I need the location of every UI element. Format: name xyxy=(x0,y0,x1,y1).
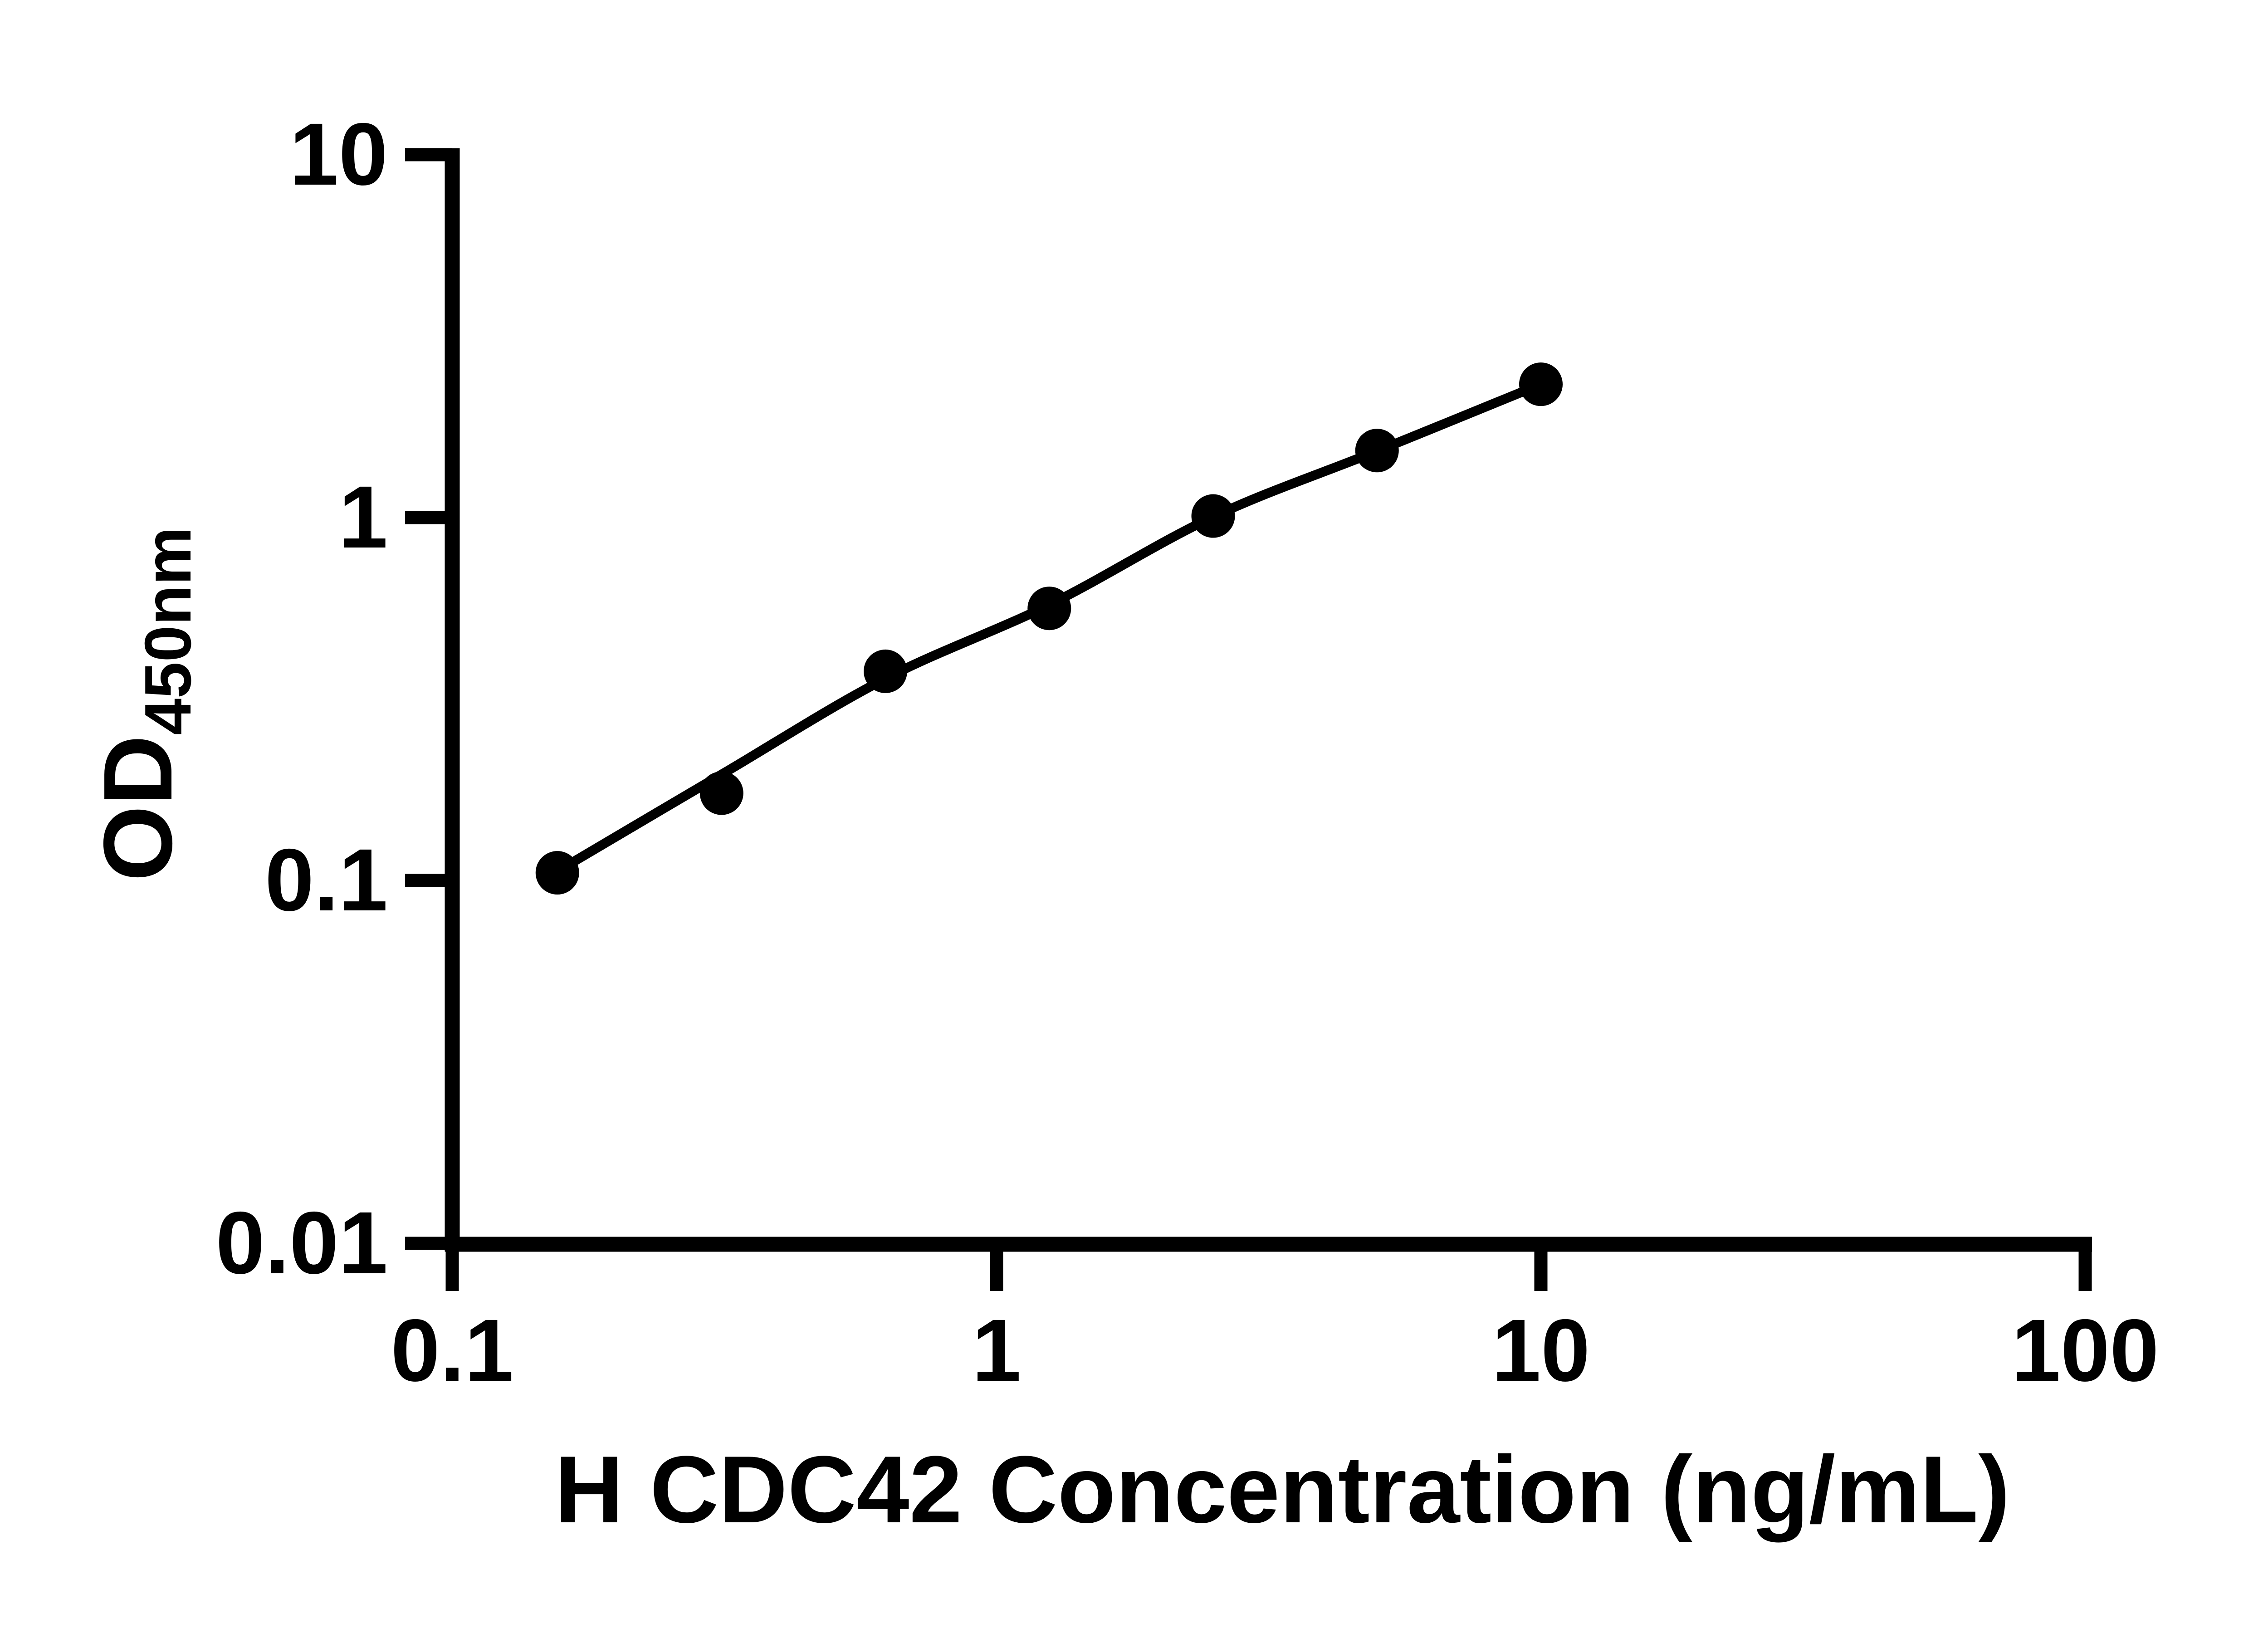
y-tick-label: 10 xyxy=(289,105,388,204)
x-tick-label: 10 xyxy=(1492,1301,1590,1400)
data-point xyxy=(699,771,743,815)
data-point xyxy=(1191,494,1235,538)
y-axis-title-main: OD xyxy=(83,735,192,881)
y-tick-label: 0.1 xyxy=(265,831,388,929)
data-point xyxy=(1355,429,1399,473)
x-tick-label: 100 xyxy=(2011,1301,2159,1400)
data-point xyxy=(864,649,908,693)
data-point xyxy=(1027,587,1071,631)
data-point xyxy=(1519,362,1563,406)
data-point xyxy=(535,851,579,895)
x-tick-label: 0.1 xyxy=(391,1301,513,1400)
y-tick-label: 1 xyxy=(339,468,388,567)
x-axis-title: H CDC42 Concentration (ng/mL) xyxy=(555,1436,2010,1543)
y-tick-label: 0.01 xyxy=(215,1193,388,1292)
y-axis-title-subscript: 450nm xyxy=(131,527,205,735)
x-tick-label: 1 xyxy=(972,1301,1021,1400)
y-axis-title: OD450nm xyxy=(83,527,205,881)
